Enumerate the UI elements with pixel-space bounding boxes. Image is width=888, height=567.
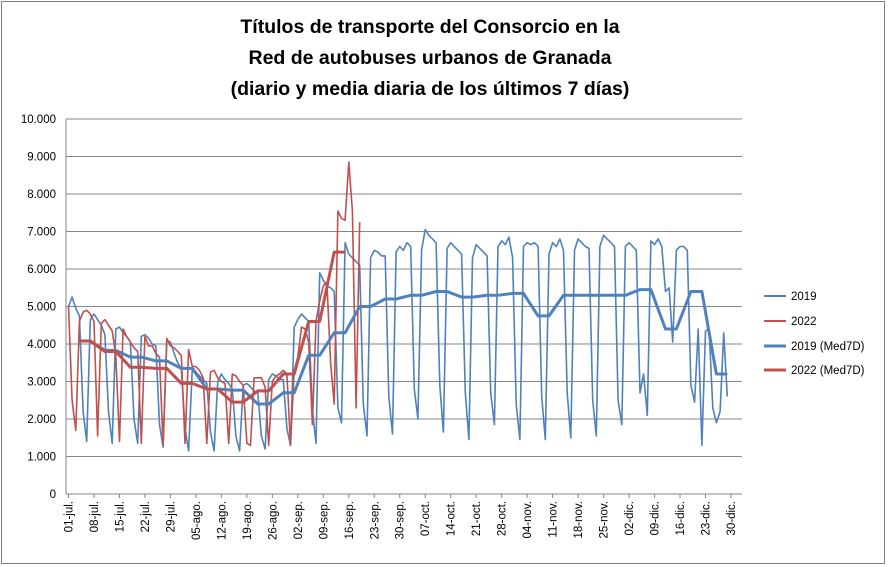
y-tick-label: 2.000 bbox=[27, 414, 56, 426]
y-tick-label: 6.000 bbox=[27, 264, 56, 276]
x-tick-label: 30-sep. bbox=[395, 501, 407, 539]
legend-label: 2022 bbox=[791, 316, 817, 328]
x-tick-label: 25-nov. bbox=[599, 501, 611, 539]
x-tick-label: 16-dic. bbox=[675, 501, 687, 536]
x-tick-label: 02-dic. bbox=[624, 501, 636, 536]
x-tick-label: 14-oct. bbox=[446, 501, 458, 536]
x-tick-label: 23-sep. bbox=[369, 501, 381, 539]
x-tick-label: 29-jul. bbox=[165, 501, 177, 532]
x-tick-label: 26-ago. bbox=[267, 501, 279, 540]
x-tick-label: 08-jul. bbox=[89, 501, 101, 532]
x-tick-label: 21-oct. bbox=[471, 501, 483, 536]
x-tick-label: 09-dic. bbox=[650, 501, 662, 536]
x-tick-label: 15-jul. bbox=[114, 501, 126, 532]
y-tick-label: 3.000 bbox=[27, 377, 56, 389]
chart-title-line-1: Títulos de transporte del Consorcio en l… bbox=[240, 16, 620, 38]
y-tick-label: 10.000 bbox=[21, 114, 56, 126]
chart-title: Títulos de transporte del Consorcio en l… bbox=[140, 12, 720, 105]
y-tick-label: 7.000 bbox=[27, 227, 56, 239]
x-tick-label: 05-ago. bbox=[191, 501, 203, 540]
x-tick-label: 11-nov. bbox=[548, 501, 560, 538]
x-tick-label: 04-nov. bbox=[522, 501, 534, 539]
legend-label: 2019 (Med7D) bbox=[791, 341, 865, 353]
y-tick-label: 1.000 bbox=[27, 452, 56, 464]
x-tick-label: 02-sep. bbox=[293, 501, 305, 539]
x-tick-label: 16-sep. bbox=[344, 501, 356, 539]
legend-label: 2019 bbox=[791, 291, 817, 303]
y-tick-label: 0 bbox=[50, 489, 56, 501]
y-tick-label: 4.000 bbox=[27, 339, 56, 351]
series-line-2022-med7d bbox=[79, 250, 346, 404]
legend-label: 2022 (Med7D) bbox=[791, 365, 865, 377]
x-tick-label: 09-sep. bbox=[318, 501, 330, 539]
y-tick-label: 5.000 bbox=[27, 302, 56, 314]
chart-title-line-2: Red de autobuses urbanos de Granada bbox=[248, 47, 612, 69]
series-line-2019-med7d bbox=[79, 288, 728, 406]
x-tick-label: 28-oct. bbox=[497, 501, 509, 536]
x-tick-label: 18-nov. bbox=[573, 501, 585, 539]
chart-title-line-3: (diario y media diaria de los últimos 7 … bbox=[230, 78, 630, 100]
x-tick-label: 19-ago. bbox=[242, 501, 254, 540]
series-line-2022 bbox=[67, 161, 361, 447]
series-line-2019 bbox=[67, 228, 729, 452]
x-tick-label: 01-jul. bbox=[64, 501, 76, 532]
y-tick-label: 8.000 bbox=[27, 189, 56, 201]
y-tick-label: 9.000 bbox=[27, 152, 56, 164]
x-tick-label: 22-jul. bbox=[140, 501, 152, 532]
x-tick-label: 12-ago. bbox=[216, 501, 228, 540]
x-tick-label: 30-dic. bbox=[726, 501, 738, 536]
x-tick-label: 07-oct. bbox=[420, 501, 432, 536]
x-tick-label: 23-dic. bbox=[701, 501, 713, 536]
